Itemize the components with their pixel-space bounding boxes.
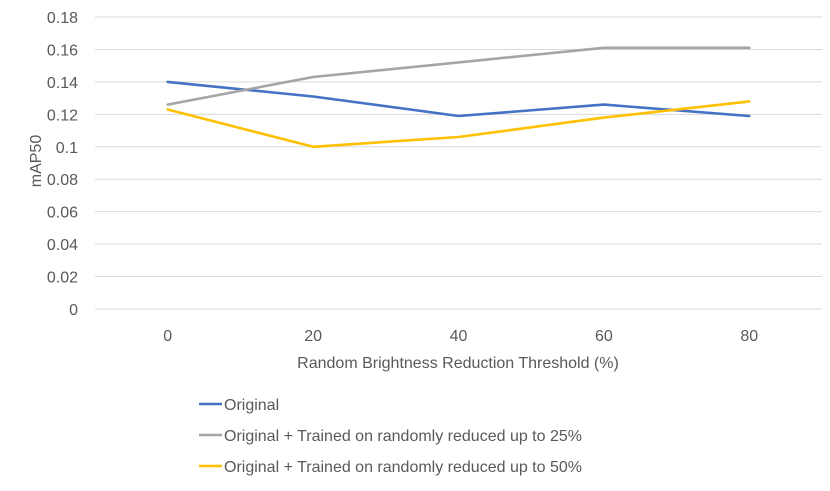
y-axis-title: mAP50	[28, 135, 45, 188]
gridlines	[95, 16, 822, 310]
x-tick-label: 20	[304, 328, 322, 345]
x-tick-label: 40	[450, 328, 468, 345]
y-tick-label: 0.1	[56, 140, 78, 157]
x-axis-title: Random Brightness Reduction Threshold (%…	[297, 355, 619, 372]
legend-label: Original + Trained on randomly reduced u…	[224, 459, 582, 476]
y-tick-label: 0.14	[47, 75, 78, 92]
y-tick-label: 0.18	[47, 10, 78, 27]
legend-item-1: Original	[199, 397, 279, 414]
series-lines	[166, 46, 751, 149]
y-tick-label: 0.12	[47, 107, 78, 124]
y-axis-ticks: 0 0.02 0.04 0.06 0.08 0.1 0.12 0.14 0.16 0.18	[47, 10, 78, 319]
series-line-1	[166, 80, 751, 118]
y-tick-label: 0.08	[47, 172, 78, 189]
x-axis-ticks: 0 20 40 60 80	[163, 328, 758, 345]
legend-item-3: Original + Trained on randomly reduced u…	[199, 459, 582, 476]
y-tick-label: 0.04	[47, 237, 78, 254]
x-tick-label: 80	[740, 328, 758, 345]
series-line-3	[166, 100, 751, 149]
legend: Original Original + Trained on randomly r…	[199, 397, 582, 476]
y-tick-label: 0.02	[47, 270, 78, 287]
legend-label: Original	[224, 397, 279, 414]
x-tick-label: 60	[595, 328, 613, 345]
x-tick-label: 0	[163, 328, 172, 345]
legend-item-2: Original + Trained on randomly reduced u…	[199, 428, 582, 445]
series-line-2	[166, 46, 751, 106]
y-tick-label: 0.06	[47, 205, 78, 222]
legend-label: Original + Trained on randomly reduced u…	[224, 428, 582, 445]
y-tick-label: 0.16	[47, 42, 78, 59]
y-tick-label: 0	[69, 302, 78, 319]
